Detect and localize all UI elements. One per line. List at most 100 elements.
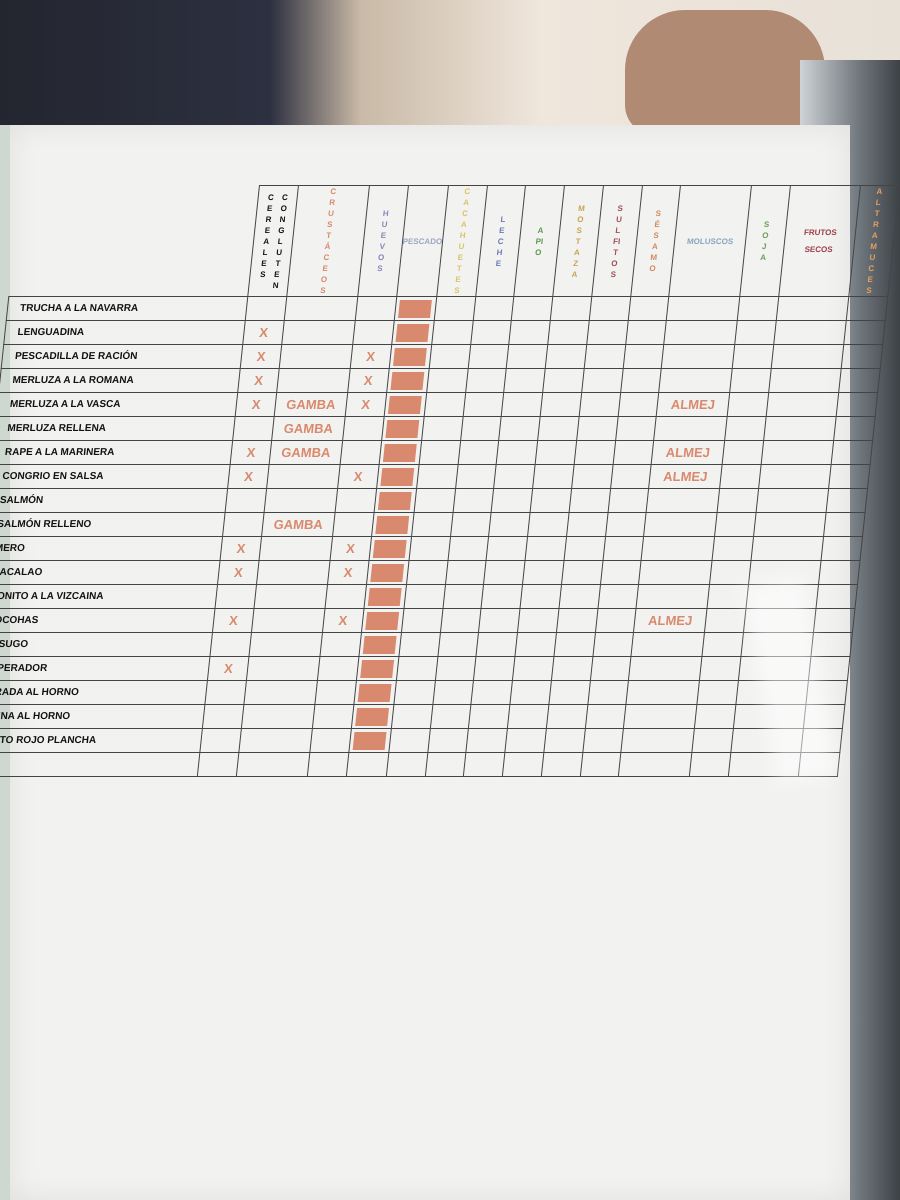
allergen-cell <box>476 632 518 657</box>
allergen-cell <box>434 296 476 321</box>
allergen-cell <box>501 392 543 417</box>
allergen-cell <box>468 344 510 369</box>
allergen-cell <box>612 440 654 465</box>
allergen-cell <box>571 464 613 489</box>
allergen-cell <box>758 464 832 489</box>
allergen-cell <box>535 440 577 465</box>
allergen-cell <box>621 728 695 753</box>
allergen-cell: X <box>207 656 250 681</box>
allergen-cell: X <box>329 536 372 561</box>
allergen-cell <box>317 656 359 681</box>
allergen-cell <box>197 752 239 777</box>
allergen-cell <box>704 608 746 633</box>
allergen-cell <box>416 464 458 489</box>
allergen-cell <box>502 752 544 777</box>
allergen-cell <box>566 512 608 537</box>
allergen-cell <box>691 728 733 753</box>
allergen-cell <box>264 488 338 513</box>
allergen-cell: X <box>350 344 392 369</box>
allergen-cell: X <box>235 392 277 417</box>
allergen-cell <box>768 368 842 393</box>
table-row: TRUCHA A LA NAVARRA <box>6 296 888 321</box>
allergen-cell <box>437 632 479 657</box>
header-word: FRUTOS <box>803 228 838 237</box>
allergen-cell <box>507 704 549 729</box>
header-word: CACAHUETES <box>453 187 471 295</box>
dish-name: MERO <box>0 536 223 561</box>
allergen-cell <box>556 608 598 633</box>
dish-name: CONGRIO EN SALSA <box>0 464 231 489</box>
allergen-cell <box>811 632 853 657</box>
allergen-cell <box>342 416 384 441</box>
allergen-cell <box>755 488 829 513</box>
allergen-cell <box>699 656 741 681</box>
allergen-cell <box>254 584 328 609</box>
table-row: EMPERADOR X <box>0 656 850 681</box>
allergen-cell <box>383 392 427 417</box>
allergen-cell <box>238 728 313 753</box>
dish-name: MERLUZA A LA VASCA <box>0 392 238 417</box>
pescado-filled-box <box>383 443 418 462</box>
table-row: BONITO ROJO PLANCHA <box>0 728 843 753</box>
allergen-cell <box>363 584 407 609</box>
allergen-cell <box>658 368 733 393</box>
allergen-cell <box>435 656 477 681</box>
allergen-cell: GAMBA <box>271 416 346 441</box>
allergen-cell <box>404 584 446 609</box>
allergen-cell <box>352 320 394 345</box>
allergen-cell <box>471 680 513 705</box>
allergen-cell <box>244 680 318 705</box>
allergen-cell: X <box>327 560 369 585</box>
allergen-cell <box>732 344 774 369</box>
allergen-cell <box>427 728 469 753</box>
header-word: HUEVOS <box>376 209 390 273</box>
allergen-cell <box>553 632 595 657</box>
allergen-cell <box>361 608 405 633</box>
table-row: BACALAO X X <box>0 560 861 585</box>
allergen-cell <box>236 752 310 777</box>
dish-name: LUBINA AL HORNO <box>0 704 206 729</box>
allergen-cell <box>406 560 448 585</box>
allergen-cell: ALMEJ <box>651 440 725 465</box>
allergen-cell <box>241 704 315 729</box>
header-word: CRUSTÁCEOS <box>319 187 337 295</box>
allergen-cell <box>722 440 764 465</box>
pescado-filled-box <box>378 491 413 510</box>
allergen-cell <box>391 320 435 345</box>
allergen-cell <box>373 488 417 513</box>
allergen-cell <box>284 296 358 321</box>
allergen-cell <box>391 704 433 729</box>
pescado-filled-box <box>358 683 392 702</box>
allergen-cell <box>200 728 242 753</box>
allergen-cell <box>737 296 779 321</box>
allergen-cell <box>527 512 569 537</box>
pescado-filled-box <box>363 635 398 654</box>
allergen-cell <box>210 632 252 657</box>
pescado-filled-box <box>388 395 423 414</box>
allergen-cell <box>504 368 546 393</box>
allergen-cell <box>205 680 247 705</box>
allergen-cell <box>319 632 362 657</box>
dish-name <box>0 752 201 777</box>
pescado-filled-box <box>360 659 395 678</box>
pescado-filled-box <box>368 587 403 606</box>
allergen-cell: GAMBA <box>269 440 343 465</box>
dish-name: COCOHAS <box>0 608 216 633</box>
allergen-cell <box>232 416 275 441</box>
allergen-cell <box>628 656 702 681</box>
allergen-cell <box>249 632 323 657</box>
allergen-cell <box>442 584 484 609</box>
allergen-cell <box>719 464 761 489</box>
allergen-cell <box>568 488 611 513</box>
allergen-cell <box>636 584 710 609</box>
allergen-cell <box>821 536 863 561</box>
allergen-cell <box>394 680 436 705</box>
allergen-cell: GAMBA <box>274 392 348 417</box>
header-word: SOJA <box>759 220 770 262</box>
allergen-cell <box>419 440 461 465</box>
allergen-cell <box>542 368 585 393</box>
pescado-filled-box <box>370 563 405 582</box>
dish-name: BACALAO <box>0 560 221 585</box>
allergen-cell <box>388 344 432 369</box>
allergen-cell <box>222 512 265 537</box>
